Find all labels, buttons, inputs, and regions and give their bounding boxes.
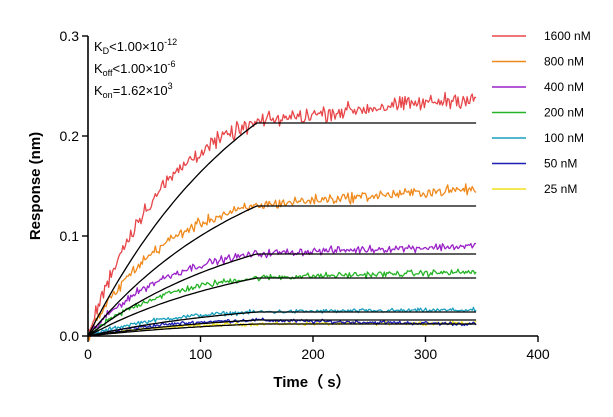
y-axis-title: Response (nm) <box>27 132 44 240</box>
x-axis-title: Time（ s） <box>273 373 350 391</box>
legend-item: 25 nM <box>492 182 577 196</box>
legend-item: 100 nM <box>492 131 584 145</box>
legend-label: 200 nM <box>544 106 584 120</box>
x-tick-label: 100 <box>189 346 213 362</box>
legend-item: 50 nM <box>492 157 577 171</box>
legend-label: 400 nM <box>544 80 584 94</box>
fit-layer <box>87 122 477 337</box>
trace-400-nm <box>87 242 477 336</box>
fit-25-nm <box>87 323 477 337</box>
fit-400-nm <box>87 253 477 337</box>
fit-800-nm <box>87 205 477 337</box>
koff-annotation: Koff<1.00×10-6 <box>94 59 175 78</box>
fit-50-nm <box>87 319 477 337</box>
y-tick-label: 0.2 <box>60 128 80 144</box>
trace-1600-nm <box>87 91 477 332</box>
legend: 1600 nM 800 nM 400 nM 200 nM 100 nM 50 nM 25 n… <box>492 29 591 196</box>
legend-item: 200 nM <box>492 106 584 120</box>
fit-200-nm <box>87 277 477 337</box>
trace-800-nm <box>87 183 477 341</box>
fit-1600-nm <box>87 122 477 337</box>
y-tick-label: 0.1 <box>60 228 80 244</box>
legend-item: 1600 nM <box>492 29 591 43</box>
series-layer <box>87 91 477 341</box>
trace-200-nm <box>87 268 477 337</box>
legend-item: 400 nM <box>492 80 584 94</box>
x-tick-label: 0 <box>84 346 92 362</box>
legend-label: 25 nM <box>544 182 577 196</box>
x-tick-label: 400 <box>526 346 550 362</box>
trace-50-nm <box>87 317 477 338</box>
y-tick-label: 0.0 <box>60 328 80 344</box>
fit-100-nm <box>87 311 477 337</box>
kon-annotation: Kon=1.62×103 <box>94 81 173 100</box>
y-tick-label: 0.3 <box>60 28 80 44</box>
legend-item: 800 nM <box>492 55 584 69</box>
axes-layer: 0.0 0.1 0.2 0.3 0 100 200 300 400 <box>60 28 550 362</box>
legend-label: 1600 nM <box>544 29 591 43</box>
x-tick-label: 200 <box>301 346 325 362</box>
legend-label: 100 nM <box>544 131 584 145</box>
legend-label: 800 nM <box>544 55 584 69</box>
kinetics-annotation: KD<1.00×10-12 Koff<1.00×10-6 Kon=1.62×10… <box>94 37 177 100</box>
kd-annotation: KD<1.00×10-12 <box>94 37 177 56</box>
x-tick-label: 300 <box>414 346 438 362</box>
legend-label: 50 nM <box>544 157 577 171</box>
